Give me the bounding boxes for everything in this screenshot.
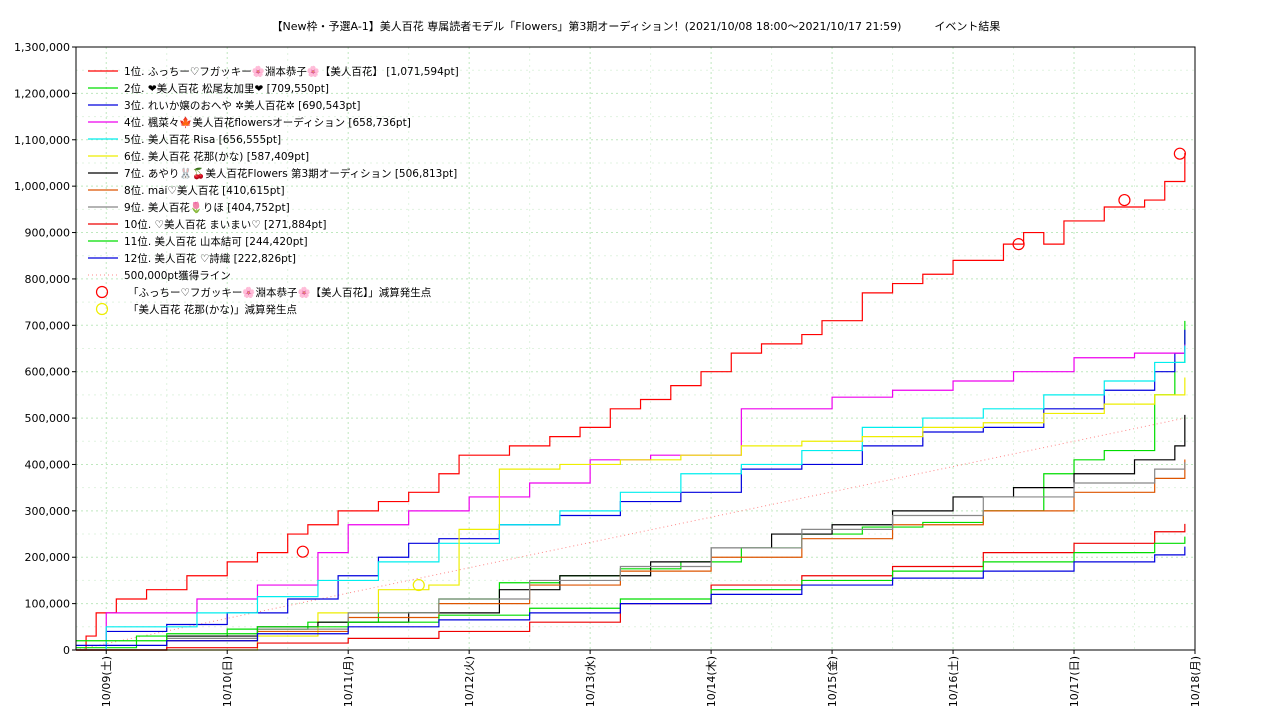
decrement-marker-1 <box>296 545 309 558</box>
legend-marker-1 <box>95 285 109 299</box>
decrement-marker-2 <box>412 578 425 592</box>
y-tick-label: 400,000 <box>25 458 71 471</box>
legend-label-9: 9位. 美人百花🌷りほ [404,752pt] <box>124 201 290 214</box>
y-tick-label: 0 <box>63 644 70 657</box>
x-tick-label: 10/11(月) <box>342 656 355 707</box>
series-lines <box>76 152 1186 651</box>
series-line-12 <box>76 546 1186 646</box>
series-line-7 <box>76 414 1186 651</box>
x-tick-label: 10/16(土) <box>947 656 960 707</box>
y-tick-label: 800,000 <box>25 273 71 286</box>
legend-label-4: 4位. 楓菜々🍁美人百花flowersオーディション [658,736pt] <box>124 116 411 129</box>
legend-label-3: 3位. れいか嬢のおへや ✲美人百花✲ [690,543pt] <box>124 99 361 112</box>
legend-marker-label-1: 「ふっちー♡フガッキー🌸淵本恭子🌸【美人百花】」減算発生点 <box>128 286 431 299</box>
legend-label-11: 11位. 美人百花 山本結可 [244,420pt] <box>124 235 308 248</box>
y-tick-label: 500,000 <box>25 412 71 425</box>
series-line-6 <box>76 377 1186 651</box>
legend-marker-label-2: 「美人百花 花那(かな)」減算発生点 <box>128 303 297 316</box>
series-line-1 <box>76 152 1186 651</box>
series-line-3 <box>76 329 1186 651</box>
legend-label-12: 12位. 美人百花 ♡詩織 [222,826pt] <box>124 252 296 265</box>
legend: 1位. ふっちー♡フガッキー🌸淵本恭子🌸【美人百花】 [1,071,594pt]… <box>88 65 459 316</box>
legend-label-6: 6位. 美人百花 花那(かな) [587,409pt] <box>124 150 309 163</box>
x-tick-label: 10/09(土) <box>100 656 113 707</box>
decrement-marker-1 <box>1173 147 1186 160</box>
legend-label-7: 7位. あやり🐰🍒美人百花Flowers 第3期オーディション [506,813… <box>124 167 457 180</box>
legend-label-2: 2位. ❤美人百花 松尾友加里❤ [709,550pt] <box>124 82 329 95</box>
legend-label-8: 8位. mai♡美人百花 [410,615pt] <box>124 184 285 197</box>
y-tick-label: 1,200,000 <box>14 87 70 100</box>
decrement-marker-1 <box>1118 193 1131 207</box>
plot-frame <box>75 46 1196 651</box>
series-line-9 <box>76 462 1186 651</box>
reference-line-500000 <box>75 417 1185 651</box>
legend-label-10: 10位. ♡美人百花 まいまい♡ [271,884pt] <box>124 218 326 231</box>
legend-label-reference: 500,000pt獲得ライン <box>124 269 231 282</box>
y-tick-label: 600,000 <box>25 366 71 379</box>
x-axis: 10/09(土) 10/10(日) 10/11(月) 10/12(火) 10/13(水)… <box>100 650 1202 707</box>
x-tick-label: 10/14(木) <box>705 656 718 707</box>
decrement-marker-1 <box>1012 238 1025 251</box>
y-tick-label: 700,000 <box>25 319 71 332</box>
y-tick-label: 300,000 <box>25 505 71 518</box>
series-line-8 <box>76 459 1186 651</box>
x-tick-label: 10/12(火) <box>463 656 476 707</box>
y-tick-label: 1,000,000 <box>14 180 70 193</box>
x-tick-label: 10/18(月) <box>1189 656 1202 707</box>
y-tick-label: 1,100,000 <box>14 134 70 147</box>
y-tick-label: 100,000 <box>25 598 71 611</box>
y-tick-label: 900,000 <box>25 227 71 240</box>
x-tick-label: 10/17(日) <box>1068 656 1081 707</box>
legend-label-5: 5位. 美人百花 Risa [656,555pt] <box>124 133 281 146</box>
reference-line <box>75 417 1185 651</box>
series-line-5 <box>76 345 1186 651</box>
y-axis: 0 100,000 200,000 300,000 400,000 500,000 600,… <box>14 41 76 657</box>
y-tick-label: 1,300,000 <box>14 41 70 54</box>
y-tick-label: 200,000 <box>25 551 71 564</box>
legend-label-1: 1位. ふっちー♡フガッキー🌸淵本恭子🌸【美人百花】 [1,071,594pt] <box>124 65 459 78</box>
marker-points <box>296 147 1186 592</box>
series-line-10 <box>76 523 1186 651</box>
chart-title: 【New枠・予選A-1】美人百花 専属読者モデル「Flowers」第3期オーディ… <box>272 19 1001 33</box>
x-tick-label: 10/13(水) <box>584 656 597 707</box>
x-tick-label: 10/10(日) <box>221 656 234 707</box>
legend-marker-2 <box>95 302 109 316</box>
grid <box>76 47 1196 650</box>
x-tick-label: 10/15(金) <box>825 656 839 707</box>
